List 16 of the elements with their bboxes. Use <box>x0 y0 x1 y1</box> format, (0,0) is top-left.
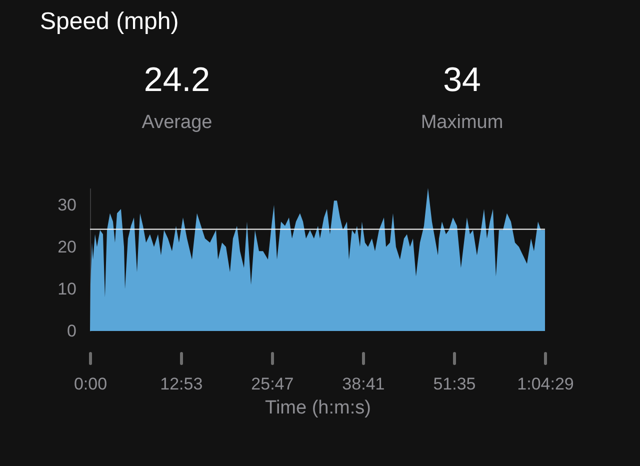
x-tick-label: 38:41 <box>342 374 385 394</box>
chart-title: Speed (mph) <box>40 8 179 35</box>
y-tick-label: 0 <box>67 322 76 340</box>
y-tick-label: 30 <box>58 195 76 214</box>
x-tick-label: 51:35 <box>433 374 476 394</box>
y-tick-label: 10 <box>58 279 76 298</box>
text: 24.2 <box>144 61 210 99</box>
x-axis-title: Time (h:m:s) <box>265 398 371 418</box>
text: Average <box>142 112 212 133</box>
text: Maximum <box>420 112 504 133</box>
text: 34 <box>443 61 481 99</box>
x-tick-label: 12:53 <box>160 374 203 394</box>
y-tick-label: 20 <box>58 237 76 256</box>
x-tick-label: 25:47 <box>251 374 294 394</box>
x-tick-label: 1:04:29 <box>517 374 574 394</box>
x-tick-label: 0:00 <box>74 374 108 394</box>
